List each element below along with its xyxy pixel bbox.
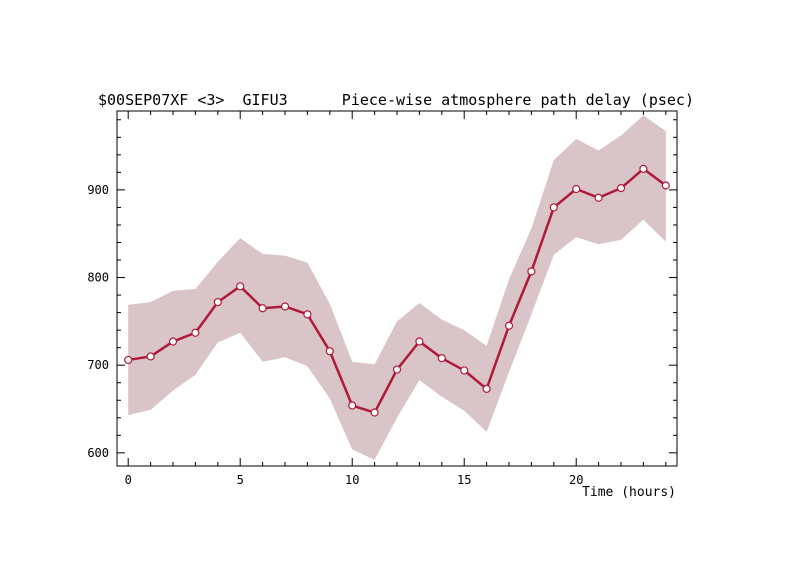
data-point xyxy=(303,310,312,319)
data-point xyxy=(437,354,446,363)
x-tick-label: 15 xyxy=(457,473,471,487)
uncertainty-band xyxy=(128,115,666,460)
plot-area: 0 5 10 15 20 600 700 800 900 xyxy=(87,110,678,487)
data-point xyxy=(482,384,491,393)
chart-title-left: $00SEP07XF <3> GIFU3 xyxy=(98,91,288,109)
data-point xyxy=(392,365,402,374)
data-point xyxy=(168,337,178,346)
data-point xyxy=(191,328,200,337)
y-tick-label: 800 xyxy=(87,271,109,285)
data-point xyxy=(594,193,603,202)
data-point xyxy=(639,164,648,173)
data-point xyxy=(325,347,334,356)
data-point xyxy=(280,302,290,311)
data-point xyxy=(370,408,379,417)
data-point xyxy=(146,352,155,361)
y-tick-label: 600 xyxy=(87,446,109,460)
data-point xyxy=(504,321,514,330)
data-point xyxy=(527,267,536,276)
y-tick-label: 900 xyxy=(87,183,109,197)
data-point xyxy=(415,337,424,346)
x-tick-label: 5 xyxy=(237,473,244,487)
data-point xyxy=(236,282,245,291)
y-tick-label: 700 xyxy=(87,358,109,372)
data-point xyxy=(124,355,133,365)
x-tick-label: 10 xyxy=(345,473,359,487)
x-axis-label: Time (hours) xyxy=(582,485,676,500)
data-point xyxy=(661,181,670,190)
data-point xyxy=(213,297,222,307)
data-point xyxy=(258,304,267,313)
data-point xyxy=(460,366,469,375)
data-point xyxy=(348,401,357,410)
data-point xyxy=(616,184,626,193)
chart-title-right: Piece-wise atmosphere path delay (psec) xyxy=(342,91,694,109)
data-point xyxy=(572,184,581,194)
x-tick-label: 0 xyxy=(125,473,132,487)
x-tick-label: 20 xyxy=(569,473,583,487)
data-point xyxy=(549,203,558,212)
